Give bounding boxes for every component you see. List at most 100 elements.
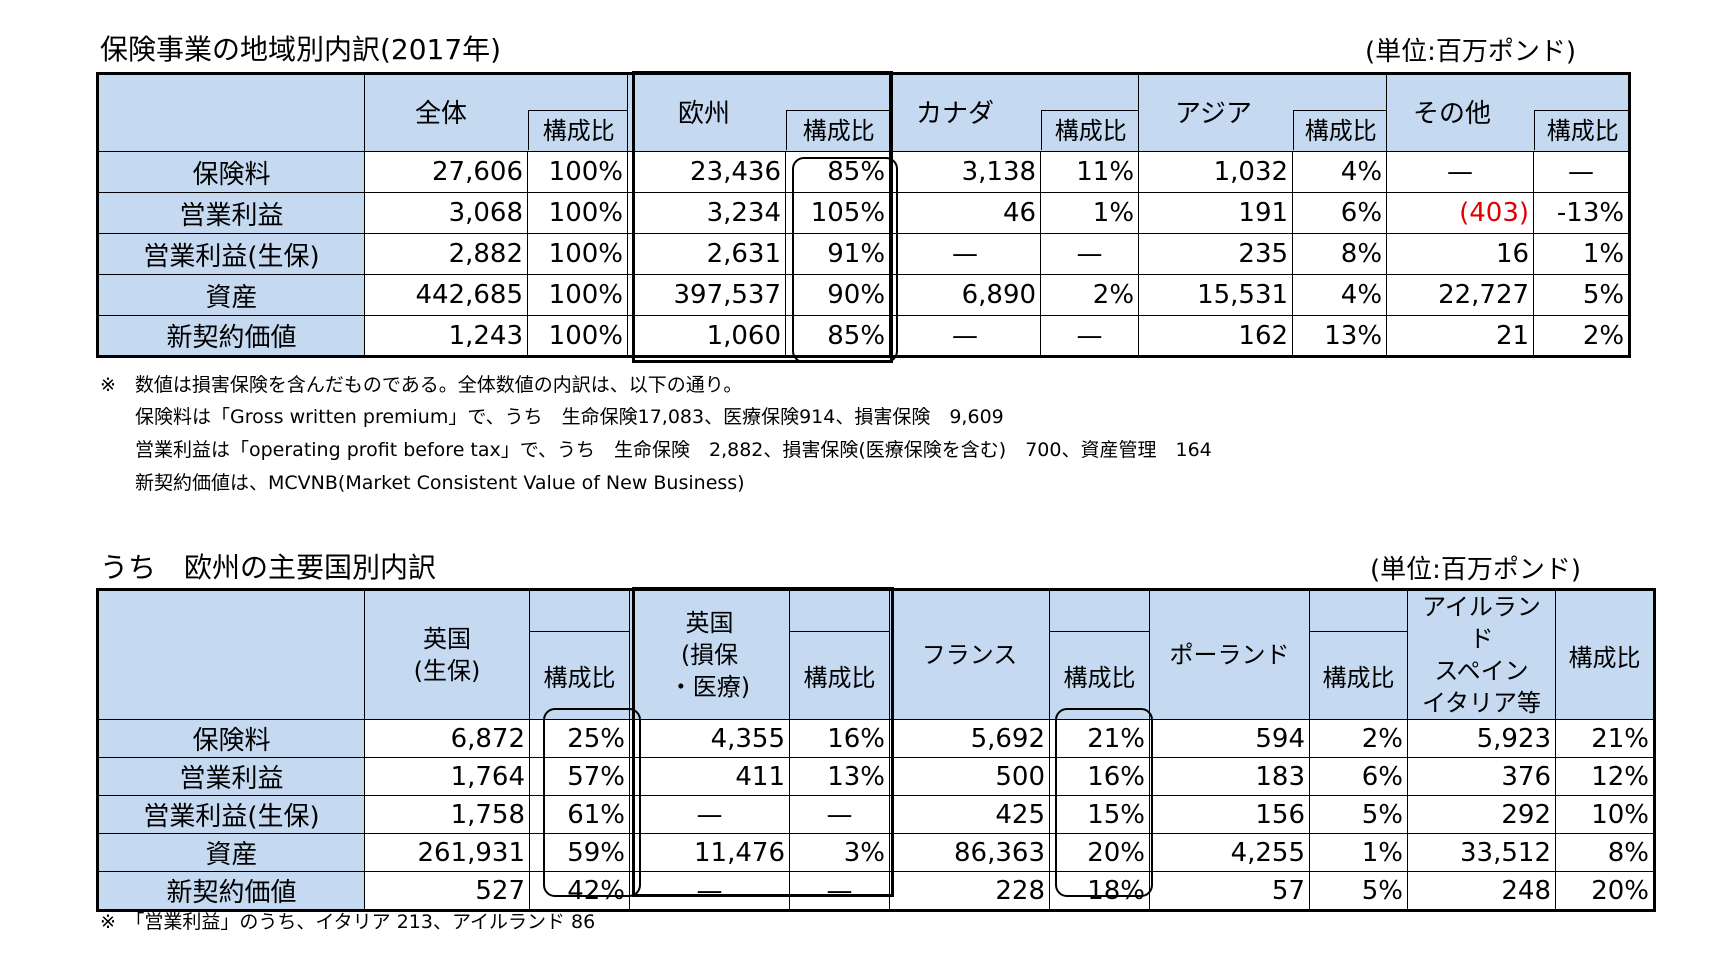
table1-note-1: 保険料は「Gross written premium」で、うち 生命保険17,0… — [135, 406, 1004, 428]
table2-note-0: ※ 「営業利益」のうち、イタリア 213、アイルランド 86 — [100, 911, 596, 933]
table-cell: 376 — [1407, 757, 1556, 796]
table2-corner-cell — [97, 589, 365, 720]
table-cell: 1,243 — [364, 315, 528, 357]
table-cell: 20% — [1555, 871, 1655, 911]
table-cell: 20% — [1049, 833, 1150, 872]
table1: 全体 欧州 カナダ アジア その他 保険料 27,606 100% 23,436 85%… — [96, 72, 1632, 358]
table-cell: — — [789, 795, 890, 834]
table-cell: 57 — [1149, 871, 1310, 911]
table2-row: 営業利益(生保) 1,758 61% — —425 15% 156 5% 292 10% — [97, 795, 1655, 834]
table-cell: 100% — [526, 274, 629, 316]
table-cell: 21% — [1049, 719, 1150, 758]
table-cell: — — [1533, 151, 1631, 193]
table-cell: 2% — [1309, 719, 1408, 758]
table-cell: 100% — [526, 315, 629, 357]
table-cell: 3,068 — [364, 192, 528, 234]
table-cell: 100% — [526, 192, 629, 234]
table2-col-ratio: 構成比 — [529, 630, 630, 721]
table-cell: 90% — [785, 274, 891, 316]
table-cell: 6,872 — [364, 719, 530, 758]
table2-row: 新契約価値 527 42% — —228 18% 57 5% 248 20% — [97, 871, 1655, 911]
table-cell: 1% — [1309, 833, 1408, 872]
table1-row: 新契約価値 1,243 100% 1,060 85% — —162 13% 21 2% — [97, 315, 1631, 357]
table-cell: 1% — [1533, 233, 1631, 275]
table-cell: 15% — [1049, 795, 1150, 834]
table-cell: 183 — [1149, 757, 1310, 796]
table-cell: 27,606 — [364, 151, 528, 193]
table2-col-ratio: 構成比 — [1309, 630, 1408, 721]
table-cell: 16 — [1386, 233, 1535, 275]
row-label: 資産 — [97, 833, 365, 872]
table1-col-ratio: 構成比 — [1041, 110, 1140, 150]
table1-col-asia: アジア — [1138, 73, 1388, 152]
table-cell: 16% — [789, 719, 890, 758]
table-cell: 156 — [1149, 795, 1310, 834]
table-cell: 42% — [529, 871, 630, 911]
table2-col-uk-general: 英国 (損保 ・医療) — [629, 589, 790, 720]
table-cell: 100% — [526, 233, 629, 275]
table-cell: 1% — [1040, 192, 1140, 234]
table-cell: 527 — [364, 871, 530, 911]
row-label: 資産 — [97, 274, 365, 316]
table-cell: 5% — [1309, 871, 1408, 911]
table-cell: 4,355 — [629, 719, 790, 758]
table-cell: 1,060 — [627, 315, 787, 357]
table-cell: 500 — [889, 757, 1050, 796]
table-cell: 11,476 — [629, 833, 790, 872]
table-cell: 235 — [1138, 233, 1294, 275]
table-cell: — — [629, 871, 790, 911]
table-cell: 2,631 — [627, 233, 787, 275]
table2-row: 資産 261,931 59% 11,476 3% 86,363 20% 4,255 1% 33,5… — [97, 833, 1655, 872]
table1-row: 営業利益(生保) 2,882 100% 2,631 91% — —235 8% 16 1% — [97, 233, 1631, 275]
table-cell: 6,890 — [889, 274, 1042, 316]
table-cell: 6% — [1292, 192, 1388, 234]
table2-unit: (単位:百万ポンド) — [1370, 555, 1582, 585]
table-cell: 191 — [1138, 192, 1294, 234]
table-cell: 18% — [1049, 871, 1150, 911]
table-cell: 5,692 — [889, 719, 1050, 758]
table-cell: 594 — [1149, 719, 1310, 758]
table-cell: 15,531 — [1138, 274, 1294, 316]
table-cell: 33,512 — [1407, 833, 1556, 872]
table-cell: 2% — [1040, 274, 1140, 316]
table2: 英国 (生保) 英国 (損保 ・医療) フランス ポーランド アイルランド スペイン イタ… — [96, 588, 1656, 912]
table-cell: 4,255 — [1149, 833, 1310, 872]
table1-row: 資産 442,685 100% 397,537 90% 6,890 2% 15,531 4% 22… — [97, 274, 1631, 316]
row-label: 営業利益(生保) — [97, 233, 365, 275]
row-label: 営業利益(生保) — [97, 795, 365, 834]
table-cell: 85% — [785, 315, 891, 357]
table-cell: 21 — [1386, 315, 1535, 357]
table-cell: 13% — [789, 757, 890, 796]
table-cell: 46 — [889, 192, 1042, 234]
row-label: 営業利益 — [97, 757, 365, 796]
row-label: 保険料 — [97, 719, 365, 758]
table-cell: 5,923 — [1407, 719, 1556, 758]
table-cell: 12% — [1555, 757, 1655, 796]
table1-corner-cell — [97, 73, 365, 152]
table-cell: 4% — [1292, 274, 1388, 316]
row-label: 新契約価値 — [97, 871, 365, 911]
table-cell: 248 — [1407, 871, 1556, 911]
table-cell: 61% — [529, 795, 630, 834]
table1-col-ratio: 構成比 — [1534, 110, 1631, 150]
table-cell: 23,436 — [627, 151, 787, 193]
table1-note-0: ※ 数値は損害保険を含んだものである。全体数値の内訳は、以下の通り。 — [100, 374, 743, 396]
table-cell: 85% — [785, 151, 891, 193]
table-cell: 4% — [1292, 151, 1388, 193]
table1-unit: (単位:百万ポンド) — [1365, 37, 1577, 67]
table2-col-ratio: 構成比 — [1049, 630, 1150, 721]
table1-note-2: 営業利益は「operating profit before tax」で、うち 生… — [135, 439, 1212, 461]
table-cell: 25% — [529, 719, 630, 758]
table-cell: — — [1040, 315, 1140, 357]
row-label: 営業利益 — [97, 192, 365, 234]
table1-col-canada: カナダ — [889, 73, 1140, 152]
table-cell: 1,764 — [364, 757, 530, 796]
table2-col-ratio: 構成比 — [789, 630, 890, 721]
table-cell: — — [889, 315, 1042, 357]
table-cell: (403) — [1386, 192, 1535, 234]
table-cell: 5% — [1533, 274, 1631, 316]
table-cell: 16% — [1049, 757, 1150, 796]
table-cell: 10% — [1555, 795, 1655, 834]
table1-col-ratio: 構成比 — [528, 110, 629, 150]
table1-col-other: その他 — [1386, 73, 1631, 152]
